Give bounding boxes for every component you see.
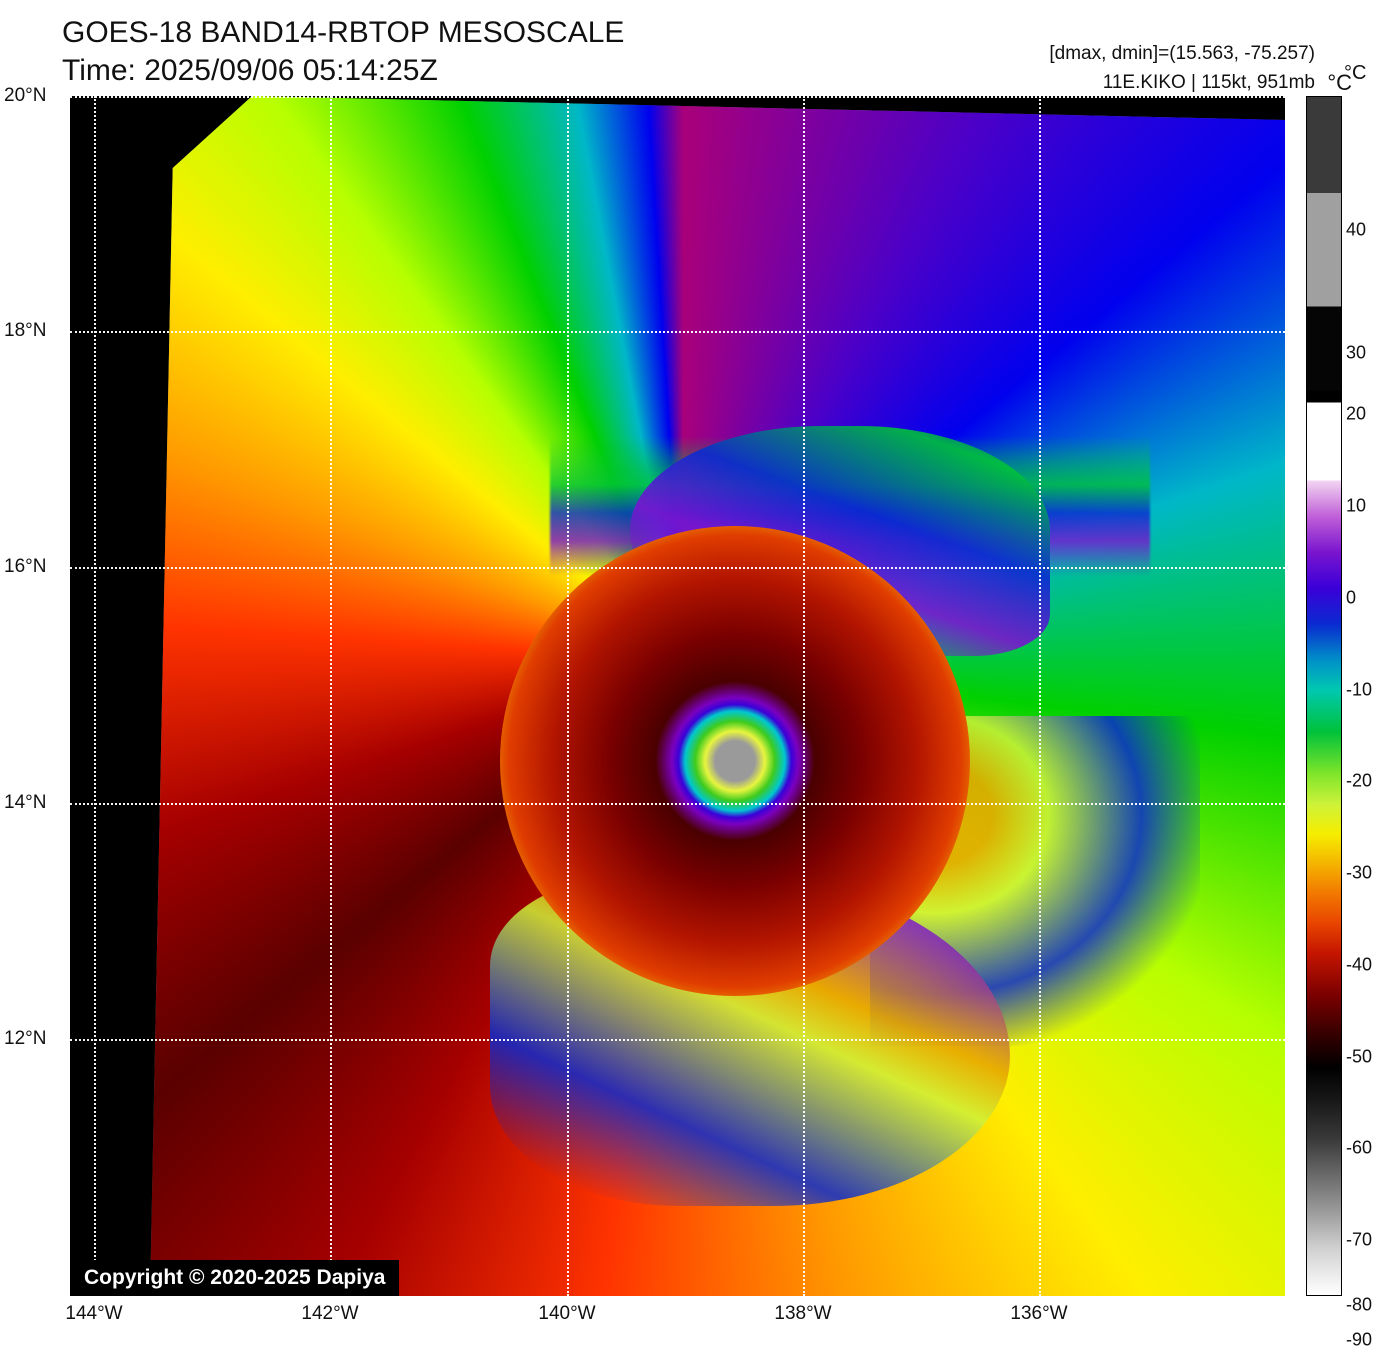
lat-label-14n: 14°N (4, 792, 46, 814)
cb-tick-neg80: -80 (1346, 1295, 1372, 1316)
cb-tick-neg40: -40 (1346, 955, 1372, 976)
cb-tick-0: 0 (1346, 588, 1356, 609)
lat-label-16n: 16°N (4, 556, 46, 578)
lat-label-20n: 20°N (4, 85, 46, 107)
lon-label-142w: 142°W (301, 1303, 358, 1325)
storm-id-line: 11E.KIKO | 115kt, 951mb (1049, 69, 1315, 98)
grid-line-lon-144 (94, 96, 96, 1296)
storm-info-block: [dmax, dmin]=(15.563, -75.257) 11E.KIKO … (1049, 40, 1315, 97)
header-block: GOES-18 BAND14-RBTOP MESOSCALE Time: 202… (62, 14, 624, 89)
cb-tick-10: 10 (1346, 496, 1366, 517)
cb-tick-neg90: -90 (1346, 1330, 1372, 1351)
lon-label-138w: 138°W (774, 1303, 831, 1325)
image-title: GOES-18 BAND14-RBTOP MESOSCALE (62, 14, 624, 52)
cb-tick-neg30: -30 (1346, 863, 1372, 884)
lat-label-18n: 18°N (4, 320, 46, 342)
colorbar-gradient (1306, 96, 1342, 1296)
cb-tick-neg10: -10 (1346, 680, 1372, 701)
cb-tick-neg60: -60 (1346, 1138, 1372, 1159)
cb-tick-40: 40 (1346, 220, 1366, 241)
dmax-dmin-line: [dmax, dmin]=(15.563, -75.257) (1049, 40, 1315, 69)
lat-label-12n: 12°N (4, 1028, 46, 1050)
cb-tick-neg70: -70 (1346, 1230, 1372, 1251)
cb-tick-neg20: -20 (1346, 771, 1372, 792)
cb-tick-neg50: -50 (1346, 1047, 1372, 1068)
lon-label-136w: 136°W (1010, 1303, 1067, 1325)
lon-label-140w: 140°W (538, 1303, 595, 1325)
colorbar-unit-label: °C (1344, 62, 1366, 85)
copyright-watermark: Copyright © 2020-2025 Dapiya (70, 1260, 399, 1296)
cb-tick-30: 30 (1346, 343, 1366, 364)
satellite-image-panel[interactable]: Copyright © 2020-2025 Dapiya (70, 96, 1285, 1296)
cb-tick-20: 20 (1346, 404, 1366, 425)
image-time: Time: 2025/09/06 05:14:25Z (62, 52, 624, 90)
lon-label-144w: 144°W (65, 1303, 122, 1325)
hurricane-eyewall-and-eye (500, 526, 970, 996)
colorbar-container[interactable] (1306, 96, 1342, 1296)
